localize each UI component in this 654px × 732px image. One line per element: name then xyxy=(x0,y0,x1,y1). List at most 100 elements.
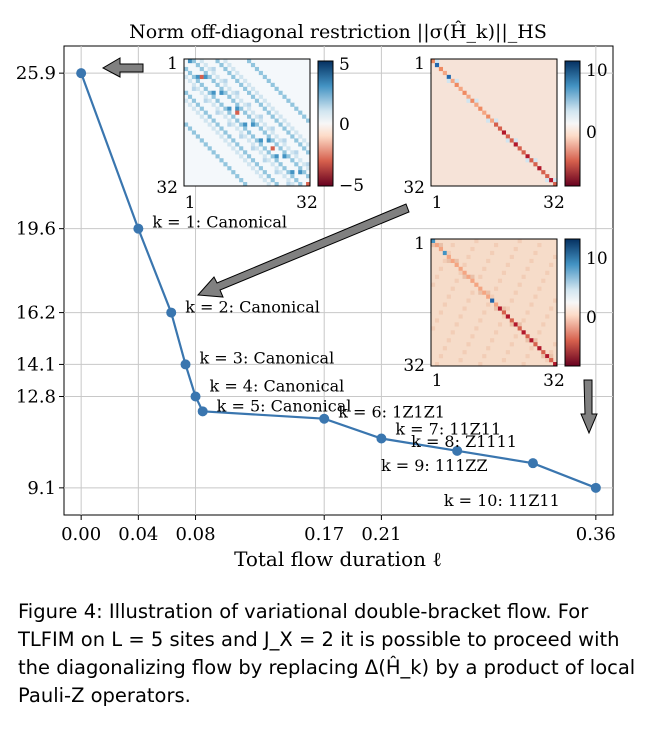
matrix-cell xyxy=(254,146,260,151)
matrix-cell xyxy=(270,162,275,167)
point-annotation: k = 1: Canonical xyxy=(152,213,287,232)
matrix-cell xyxy=(254,114,260,119)
matrix-cell xyxy=(239,106,244,111)
matrix-cell xyxy=(486,118,491,123)
point-annotation: k = 5: Canonical xyxy=(217,396,352,415)
matrix-cell xyxy=(505,138,510,143)
matrix-cell xyxy=(270,154,275,159)
arrow-to-k2-point xyxy=(196,203,410,298)
matrix-cell xyxy=(207,114,212,119)
matrix-cell xyxy=(223,138,228,143)
matrix-cell xyxy=(529,302,534,307)
matrix-cell xyxy=(239,146,244,151)
matrix-cell xyxy=(274,154,279,159)
matrix-cell xyxy=(466,342,471,347)
matrix-cell xyxy=(211,66,216,72)
matrix-cell xyxy=(482,354,487,359)
matrix-cell xyxy=(470,290,475,295)
matrix-cell xyxy=(517,326,522,331)
matrix-cell xyxy=(517,146,522,151)
matrix-cell xyxy=(501,358,507,363)
matrix-cell xyxy=(219,134,224,139)
matrix-cell xyxy=(250,86,256,91)
matrix-cell xyxy=(258,150,263,155)
matrix-cell xyxy=(195,86,200,91)
matrix-cell xyxy=(533,158,538,163)
matrix-cell xyxy=(298,134,303,139)
matrix-cell xyxy=(454,322,459,327)
inset2-cb-mid: 0 xyxy=(586,308,597,328)
matrix-cell xyxy=(239,98,244,103)
matrix-cell xyxy=(533,162,538,167)
inset2-tick-left-bottom: 32 xyxy=(403,356,425,376)
y-tick-label: 12.8 xyxy=(16,387,56,408)
matrix-cell xyxy=(207,98,212,103)
matrix-cell xyxy=(505,350,510,355)
matrix-cell xyxy=(184,74,189,80)
matrix-cell xyxy=(235,78,240,84)
matrix-cell xyxy=(431,59,436,64)
matrix-cell xyxy=(195,74,200,80)
matrix-cell xyxy=(294,130,299,135)
matrix-cell xyxy=(239,74,244,80)
point-annotation: k = 4: Canonical xyxy=(210,377,345,396)
inset2-tick-top: 1 xyxy=(414,234,425,254)
matrix-cell xyxy=(549,358,554,363)
matrix-cell xyxy=(501,306,507,311)
inset1-cb-top: 10 xyxy=(586,61,608,81)
matrix-cell xyxy=(450,258,455,264)
matrix-cell xyxy=(513,290,518,295)
matrix-cell xyxy=(431,282,436,287)
matrix-cell xyxy=(553,362,558,367)
matrix-cell xyxy=(250,118,256,123)
matrix-cell xyxy=(486,290,491,295)
matrix-cell xyxy=(250,94,256,99)
matrix-cell xyxy=(446,254,451,260)
matrix-cell xyxy=(438,246,444,252)
matrix-cell xyxy=(298,142,303,147)
matrix-cell xyxy=(501,270,507,275)
matrix-cell xyxy=(262,122,267,127)
matrix-cell xyxy=(497,322,503,327)
matrix-cell xyxy=(231,98,236,103)
matrix-cell xyxy=(274,86,279,91)
matrix-cell xyxy=(553,254,558,260)
matrix-cell xyxy=(306,166,311,171)
matrix-cell xyxy=(227,62,232,68)
y-tick-label: 25.9 xyxy=(16,63,56,84)
matrix-cell xyxy=(458,86,463,91)
matrix-cell xyxy=(191,106,197,111)
matrix-cell xyxy=(513,322,518,327)
matrix-cell xyxy=(486,294,491,299)
matrix-cell xyxy=(258,114,263,119)
matrix-cell xyxy=(462,90,467,95)
matrix-cell xyxy=(474,102,479,107)
matrix-cell xyxy=(215,82,220,87)
matrix-cell xyxy=(505,134,510,139)
matrix-cell xyxy=(235,150,240,155)
matrix-cell xyxy=(258,138,263,143)
matrix-cell xyxy=(438,266,444,271)
matrix-cell xyxy=(306,150,311,155)
matrix-cell xyxy=(541,170,546,175)
matrix-cell xyxy=(199,74,204,80)
matrix-cell xyxy=(227,70,232,76)
matrix-cell xyxy=(227,106,232,111)
matrix-cell xyxy=(474,239,479,244)
x-tick-label: 0.00 xyxy=(61,524,101,545)
matrix-cell xyxy=(545,354,550,359)
matrix-cell xyxy=(231,90,236,95)
matrix-cell xyxy=(235,90,240,95)
matrix-cell xyxy=(235,94,240,99)
matrix-cell xyxy=(215,98,220,103)
matrix-cell xyxy=(243,134,248,139)
matrix-cell xyxy=(258,94,263,99)
matrix-cell xyxy=(306,174,311,179)
matrix-cell xyxy=(274,110,279,115)
x-tick-label: 0.08 xyxy=(175,524,215,545)
inset0-tick-left-bottom: 32 xyxy=(156,178,178,198)
matrix-cell xyxy=(243,78,248,84)
matrix-cell xyxy=(282,118,287,123)
matrix-cell xyxy=(203,74,208,80)
matrix-cell xyxy=(274,182,279,187)
